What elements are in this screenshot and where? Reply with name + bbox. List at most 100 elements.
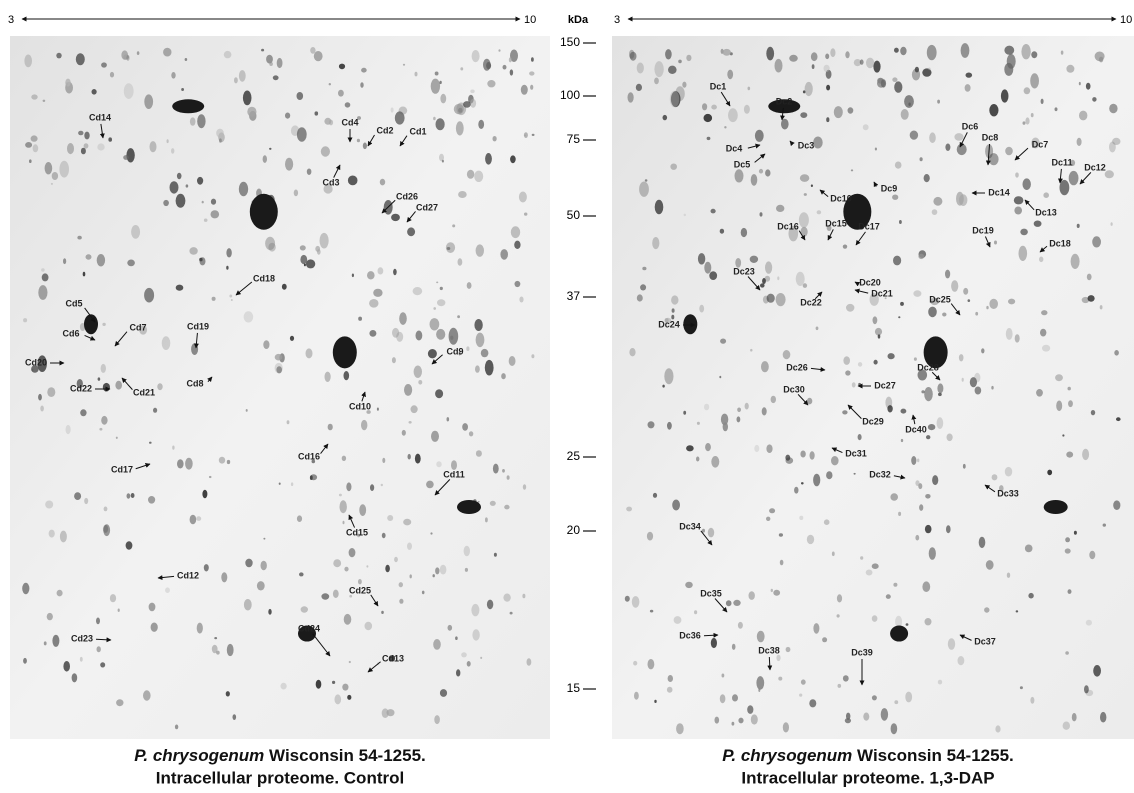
gel-spot — [705, 443, 711, 451]
gel-spot — [758, 689, 760, 692]
gel-spot — [654, 61, 663, 77]
spot-label: Dc12 — [1084, 162, 1106, 172]
gel-spot — [448, 625, 453, 631]
gel-spot — [38, 394, 42, 401]
gel-spot — [366, 565, 368, 567]
gel-spot — [1116, 417, 1121, 421]
gel-spot — [399, 599, 403, 604]
spot-label: Dc9 — [881, 183, 898, 193]
gel-spot — [801, 679, 806, 684]
gel-spot — [181, 88, 184, 91]
gel-spot — [315, 246, 320, 252]
gel-spot — [965, 84, 971, 92]
gel-spot — [956, 192, 964, 206]
gel-spot — [234, 77, 238, 83]
gel-spot — [440, 94, 446, 104]
gel-spot — [124, 83, 134, 99]
gel-spot — [126, 55, 129, 61]
gel-spot — [103, 524, 110, 536]
gel-spot — [898, 512, 901, 516]
gel-spot — [667, 687, 673, 693]
gel-spot — [433, 117, 436, 121]
gel-spot — [711, 456, 719, 468]
gel-spot — [881, 79, 886, 87]
gel-spot — [805, 82, 813, 96]
spot-label: Dc40 — [905, 424, 927, 434]
gel-spot — [901, 109, 909, 120]
gel-spot — [1055, 107, 1058, 111]
gel-spot — [773, 590, 780, 596]
gel-spot — [672, 308, 675, 312]
mw-label: 20 — [567, 523, 581, 537]
gel-spot — [918, 254, 924, 259]
gel-spot — [1014, 196, 1024, 204]
gel-spot — [663, 115, 668, 120]
gel-spot — [202, 490, 207, 499]
gel-spot — [456, 121, 464, 135]
gel-spot — [801, 482, 804, 484]
gel-spot — [127, 260, 135, 267]
gel-spot — [42, 273, 49, 281]
spot-label: Cd9 — [446, 346, 463, 356]
gel-spot — [197, 623, 203, 634]
gel-spot — [846, 304, 854, 312]
gel-spot — [464, 546, 470, 557]
gel-spot — [858, 383, 861, 386]
gel-spot — [893, 583, 897, 587]
spot-label: Dc11 — [1051, 157, 1072, 167]
gel-spot — [404, 384, 412, 396]
gel-spot — [97, 143, 104, 150]
gel-spot — [131, 225, 140, 239]
gel-spot — [76, 53, 85, 65]
gel-spot — [519, 297, 523, 303]
gel-spot — [890, 626, 908, 642]
gel-spot — [320, 233, 329, 249]
gel-spot — [1089, 551, 1095, 559]
gel-spot — [678, 60, 682, 64]
gel-spot — [1028, 593, 1033, 599]
gel-spot — [209, 476, 212, 478]
gel-spot — [361, 68, 367, 73]
gel-spot — [110, 72, 114, 78]
spot-label: Cd20 — [25, 357, 47, 367]
gel-spot — [52, 172, 58, 180]
gel-spot — [938, 680, 942, 685]
gel-spot — [738, 622, 743, 629]
gel-spot — [1065, 537, 1070, 542]
gel-spot — [727, 70, 733, 80]
gel-spot — [391, 107, 394, 112]
gel-spot — [957, 144, 967, 155]
gel-spot — [436, 461, 441, 467]
gel-spot — [715, 717, 720, 724]
gel-spot — [229, 295, 232, 298]
gel-spot — [196, 516, 201, 521]
gel-spot — [247, 107, 256, 117]
gel-spot — [812, 64, 815, 69]
gel-spot — [287, 420, 290, 424]
gel-spot — [510, 69, 513, 75]
gel-spot — [728, 108, 738, 122]
gel-spot — [866, 58, 874, 69]
spot-label: Dc39 — [851, 647, 873, 657]
gel-spot — [316, 680, 322, 689]
gel-spot — [455, 636, 458, 640]
gel-spot — [1092, 97, 1096, 102]
gel-spot — [333, 590, 339, 598]
gel-spot — [367, 271, 375, 279]
gel-spot — [863, 124, 869, 130]
mw-label: 25 — [567, 449, 581, 463]
gel-spot — [347, 695, 351, 700]
gel-spot — [490, 501, 496, 506]
gel-spot — [457, 500, 481, 514]
gel-spot — [910, 131, 918, 140]
gel-spot — [167, 139, 169, 143]
gel-spot — [269, 148, 271, 150]
gel-spot — [762, 407, 767, 415]
gel-spot — [474, 319, 482, 331]
gel-spot — [103, 383, 110, 392]
gel-spot — [966, 73, 973, 78]
spot-label: Cd8 — [186, 378, 203, 388]
gel-spot — [226, 266, 228, 270]
gel-spot — [777, 276, 779, 280]
gel-spot — [1039, 257, 1043, 263]
